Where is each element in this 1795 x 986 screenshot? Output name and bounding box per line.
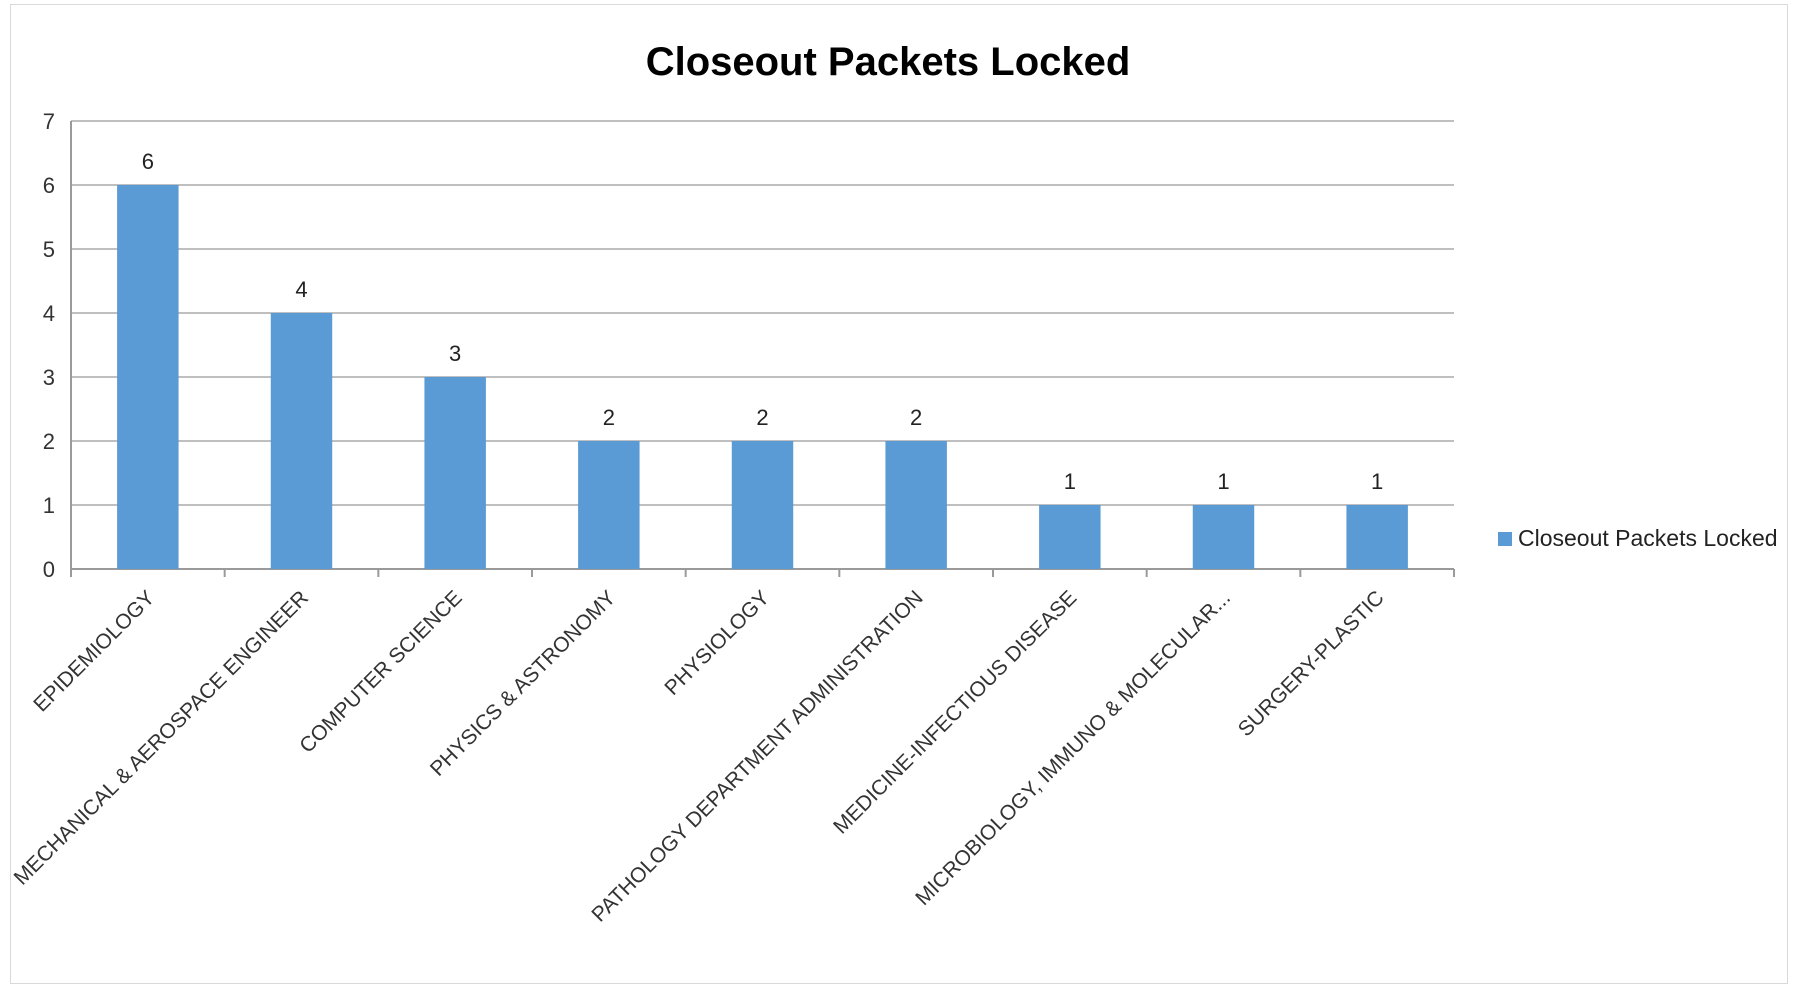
data-label: 3 xyxy=(449,341,461,366)
data-labels: 6 4 3 2 2 2 1 1 1 xyxy=(142,149,1384,494)
data-label: 4 xyxy=(295,277,307,302)
data-label: 6 xyxy=(142,149,154,174)
y-tick-label: 6 xyxy=(43,173,55,198)
bar xyxy=(885,441,947,569)
y-axis-ticks: 0 1 2 3 4 5 6 7 xyxy=(43,109,55,582)
y-tick-label: 2 xyxy=(43,429,55,454)
data-label: 1 xyxy=(1371,469,1383,494)
data-label: 1 xyxy=(1064,469,1076,494)
y-tick-label: 7 xyxy=(43,109,55,134)
bar xyxy=(731,441,794,569)
bar xyxy=(270,313,333,569)
chart-frame: Closeout Packets Locked 0 1 2 3 4 5 6 7 6 4 3 2 2 2 1… xyxy=(10,4,1788,984)
bar xyxy=(1346,505,1408,569)
x-category-label: MEDICINE-INFECTIOUS DISEASE xyxy=(829,586,1081,838)
bar xyxy=(1039,505,1101,569)
y-tick-label: 3 xyxy=(43,365,55,390)
bar xyxy=(578,441,640,569)
x-category-label: SURGERY-PLASTIC xyxy=(1234,586,1389,741)
bar xyxy=(1192,505,1255,569)
data-label: 2 xyxy=(603,405,615,430)
data-label: 1 xyxy=(1217,469,1229,494)
legend-swatch xyxy=(1498,532,1512,546)
x-category-label: COMPUTER SCIENCE xyxy=(295,586,466,757)
x-category-label: EPIDEMIOLOGY xyxy=(29,586,159,716)
y-tick-label: 5 xyxy=(43,237,55,262)
chart-title: Closeout Packets Locked xyxy=(646,40,1131,84)
x-category-label: PHYSICS & ASTRONOMY xyxy=(426,586,620,780)
data-label: 2 xyxy=(756,405,768,430)
data-label: 2 xyxy=(910,405,922,430)
y-tick-label: 0 xyxy=(43,557,55,582)
bar-chart: Closeout Packets Locked 0 1 2 3 4 5 6 7 6 4 3 2 2 2 1… xyxy=(11,40,1778,927)
bar xyxy=(117,185,179,569)
bar xyxy=(424,377,486,569)
legend-label: Closeout Packets Locked xyxy=(1518,525,1778,551)
x-category-label: MECHANICAL & AEROSPACE ENGINEER xyxy=(11,586,313,889)
x-category-label: PHYSIOLOGY xyxy=(660,586,774,700)
y-tick-label: 1 xyxy=(43,493,55,518)
x-category-label: PATHOLOGY DEPARTMENT ADMINISTRATION xyxy=(587,586,927,926)
bars xyxy=(117,185,1408,569)
x-category-label: MICROBIOLOGY, IMMUNO & MOLECULAR... xyxy=(911,586,1235,910)
legend: Closeout Packets Locked xyxy=(1498,525,1778,551)
y-tick-label: 4 xyxy=(43,301,55,326)
